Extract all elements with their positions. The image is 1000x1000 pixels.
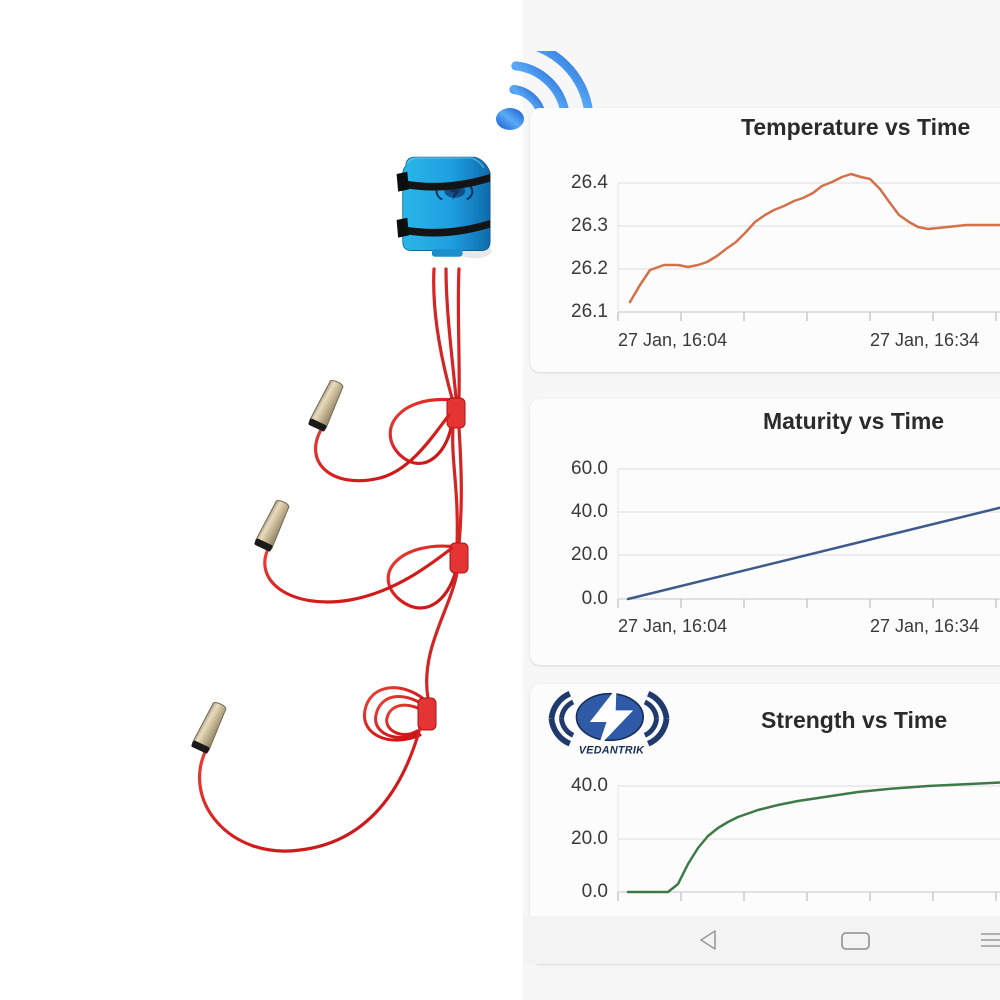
- svg-text:27 Jan, 16:04: 27 Jan, 16:04: [618, 330, 727, 350]
- svg-text:27 Jan, 16:34: 27 Jan, 16:34: [870, 330, 979, 350]
- svg-text:0.0: 0.0: [582, 588, 608, 609]
- svg-text:40.0: 40.0: [571, 501, 608, 522]
- svg-text:VEDANTRIK: VEDANTRIK: [579, 745, 645, 757]
- svg-text:27 Jan, 16:04: 27 Jan, 16:04: [618, 616, 727, 636]
- svg-text:40.0: 40.0: [571, 775, 608, 796]
- svg-text:26.4: 26.4: [571, 172, 608, 193]
- svg-text:26.3: 26.3: [571, 215, 608, 236]
- svg-text:27 Jan, 16:34: 27 Jan, 16:34: [870, 616, 979, 636]
- svg-text:20.0: 20.0: [571, 828, 608, 849]
- svg-text:20.0: 20.0: [571, 544, 608, 565]
- svg-text:0.0: 0.0: [582, 881, 608, 902]
- svg-text:26.2: 26.2: [571, 258, 608, 279]
- svg-text:26.1: 26.1: [571, 301, 608, 322]
- svg-text:60.0: 60.0: [571, 458, 608, 479]
